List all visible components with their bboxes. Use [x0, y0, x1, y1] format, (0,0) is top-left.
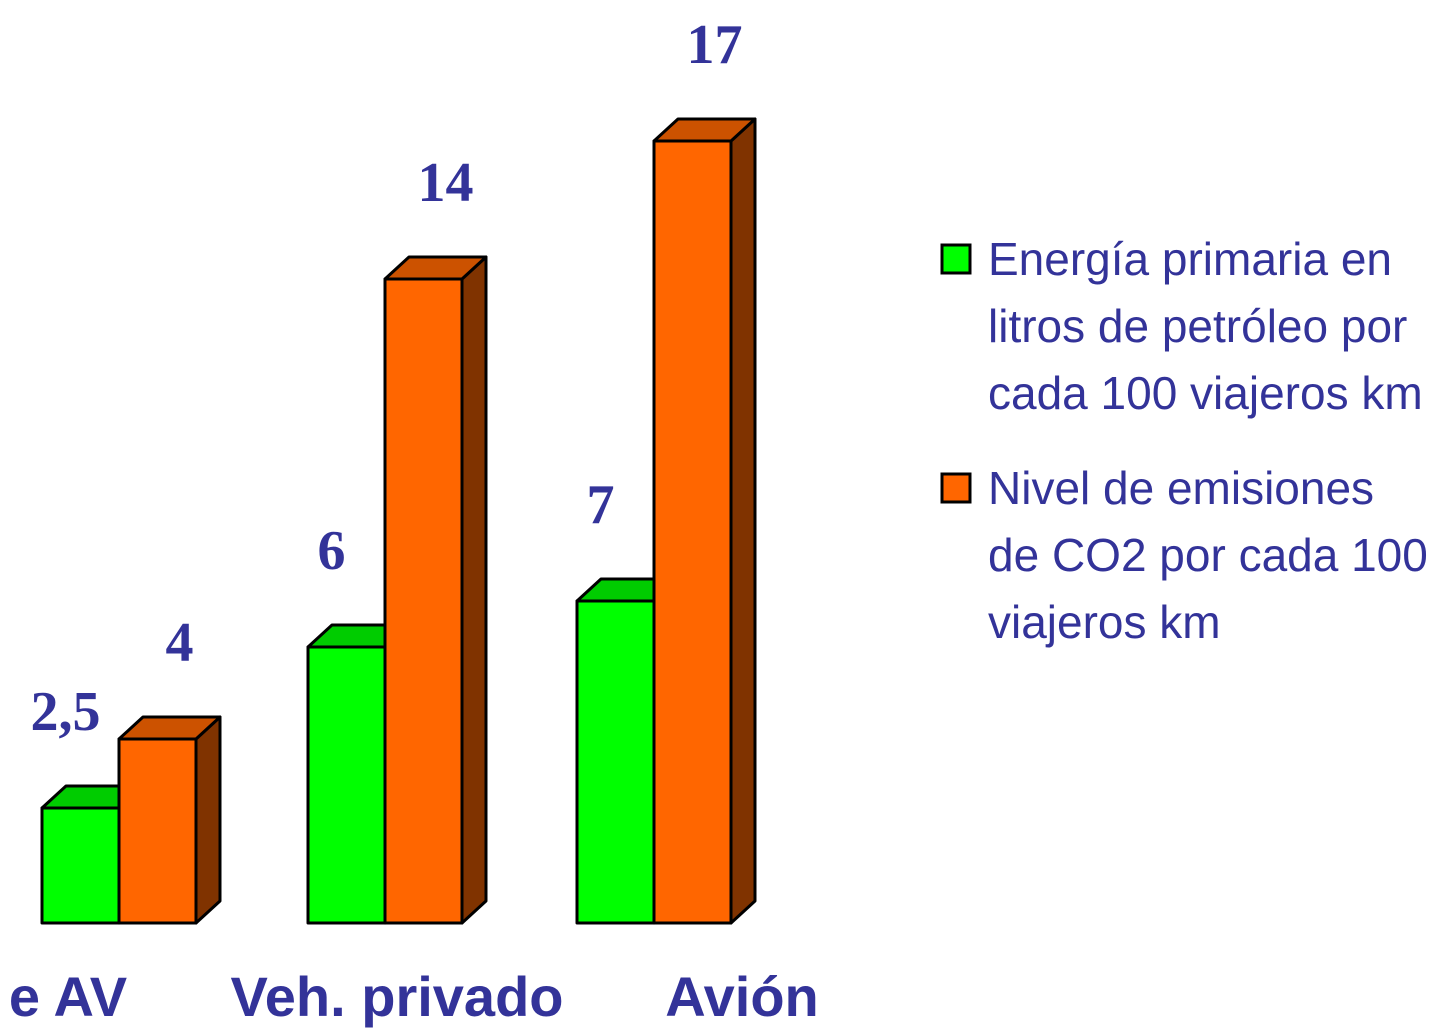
- legend-swatch: [940, 243, 972, 275]
- bar-side: [194, 715, 222, 925]
- value-label: 4: [166, 612, 194, 674]
- bar: [117, 715, 222, 925]
- value-label: 14: [418, 152, 474, 214]
- bar-front: [575, 599, 656, 925]
- legend-label: Nivel de emisiones de CO2 por cada 100 via…: [988, 462, 1428, 648]
- value-label: 17: [687, 14, 743, 76]
- x-tick-label: e AV: [9, 965, 127, 1028]
- legend-swatch: [940, 472, 972, 504]
- value-label: 7: [587, 474, 615, 536]
- bar-side: [460, 255, 488, 925]
- legend-line: litros de petróleo por: [988, 300, 1407, 352]
- bar: [652, 117, 757, 925]
- value-label: 2,5: [31, 681, 101, 743]
- bar-front: [40, 806, 121, 925]
- legend-label: Energía primaria en litros de petróleo po…: [988, 233, 1423, 419]
- legend-line: cada 100 viajeros km: [988, 367, 1423, 419]
- bar-front: [306, 645, 387, 925]
- bar-side: [729, 117, 757, 925]
- legend-line: Nivel de emisiones: [988, 462, 1374, 514]
- bar: [383, 255, 488, 925]
- legend-line: Energía primaria en: [988, 233, 1392, 285]
- bar-front: [652, 139, 733, 925]
- x-tick-label: Avión: [665, 965, 818, 1028]
- legend-line: viajeros km: [988, 596, 1221, 648]
- x-tick-label: Veh. privado: [231, 965, 564, 1028]
- bar-front: [117, 737, 198, 925]
- legend-line: de CO2 por cada 100: [988, 529, 1428, 581]
- bar-front: [383, 277, 464, 925]
- value-label: 6: [318, 520, 346, 582]
